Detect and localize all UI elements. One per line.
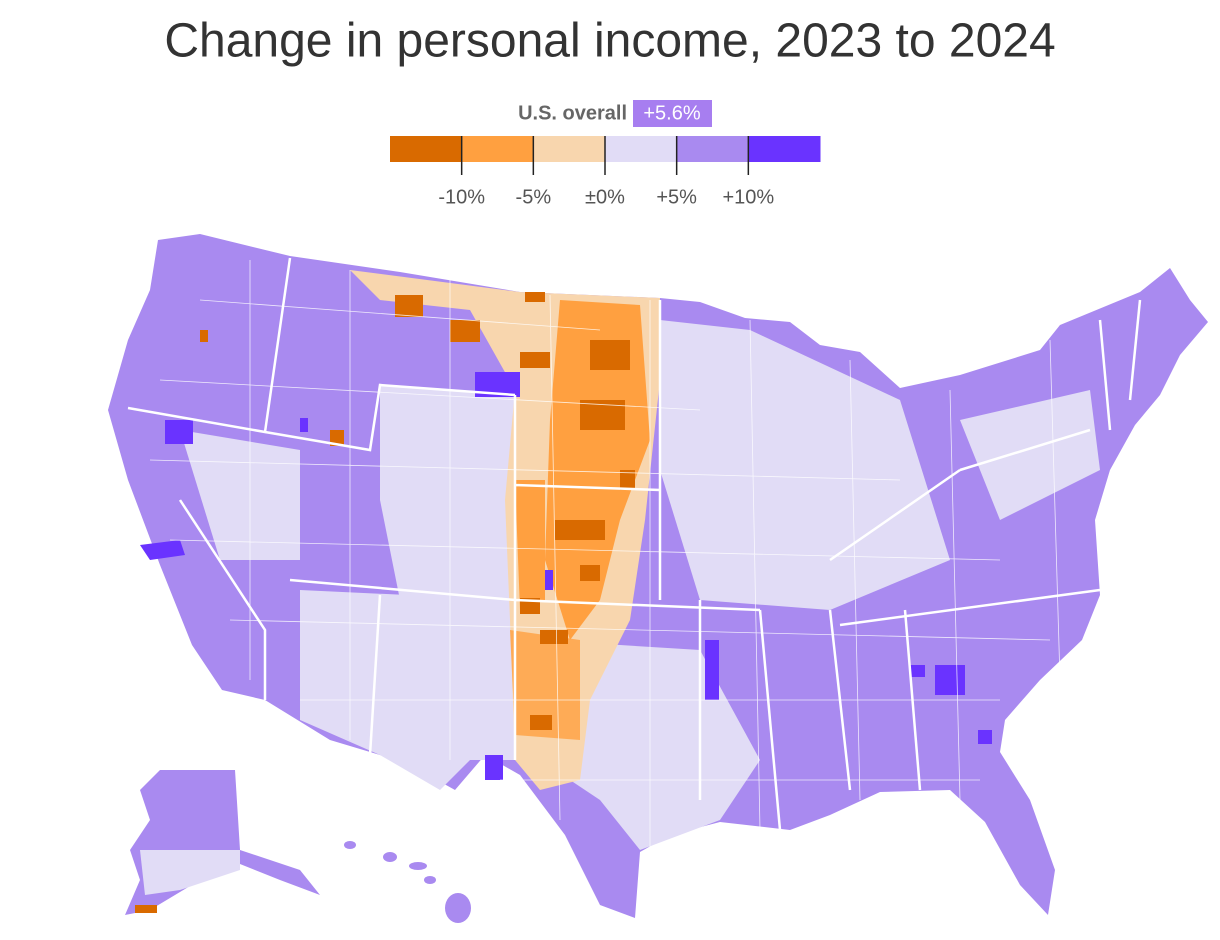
region <box>300 590 515 790</box>
region <box>660 320 950 610</box>
region <box>180 430 300 560</box>
legend-bin <box>390 136 463 162</box>
title: Change in personal income, 2023 to 2024 <box>164 15 1055 68</box>
legend-tick-label: +5% <box>656 186 697 208</box>
legend-bin <box>676 136 749 162</box>
low-counties <box>135 905 157 913</box>
legend-tick-label: -5% <box>516 186 552 208</box>
high-counties <box>140 372 992 780</box>
region <box>515 480 545 610</box>
overall-badge <box>633 100 712 127</box>
overall-label: U.S. overall <box>518 102 627 124</box>
region <box>545 300 650 640</box>
legend-bin <box>748 136 821 162</box>
region <box>380 385 515 600</box>
us-map <box>108 234 1208 923</box>
legend-tick-label: -10% <box>438 186 485 208</box>
legend-bin <box>533 136 606 162</box>
legend-bin <box>461 136 534 162</box>
legend-bin <box>605 136 678 162</box>
overall-value: +5.6% <box>643 102 700 124</box>
legend-tick-label: ±0% <box>585 186 625 208</box>
region <box>960 390 1100 520</box>
legend: -10% -5% ±0% +5% +10% <box>390 136 821 208</box>
legend-tick-label: +10% <box>722 186 774 208</box>
region <box>510 630 580 740</box>
low-counties <box>200 292 635 730</box>
region <box>140 850 240 895</box>
hawaii <box>344 841 471 923</box>
